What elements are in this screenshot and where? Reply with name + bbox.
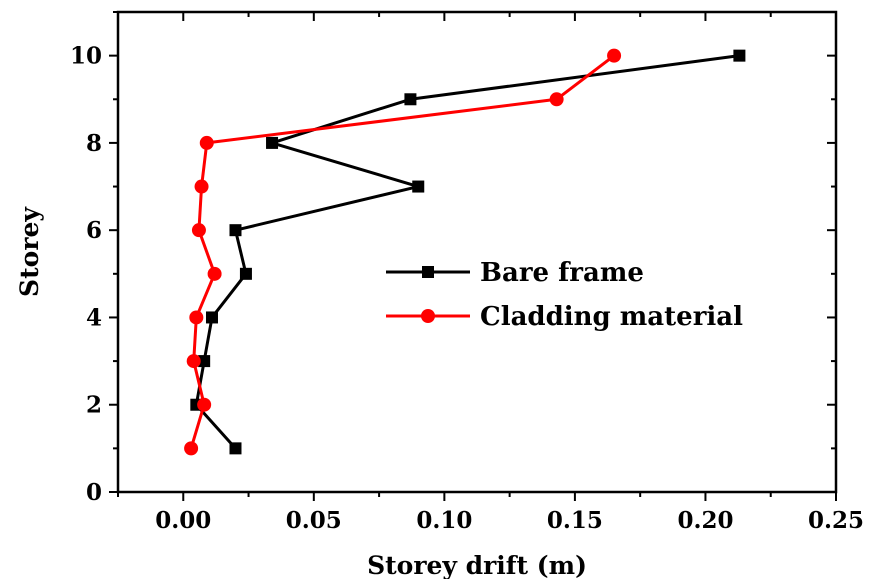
data-point	[191, 223, 206, 238]
data-point	[184, 441, 199, 456]
y-tick-label: 2	[86, 392, 102, 419]
y-tick-label: 4	[86, 304, 102, 331]
data-point	[607, 48, 622, 63]
data-point	[199, 135, 214, 150]
data-point	[549, 92, 564, 107]
x-tick-label: 0.20	[677, 507, 733, 534]
legend-item: Bare frame	[386, 258, 644, 288]
axis-tick-labels: 0.00 0.05 0.10 0.15 0.20 0.25 0 2 4 6 8 10	[70, 43, 864, 534]
data-point	[186, 354, 201, 369]
legend-label: Cladding material	[480, 302, 743, 332]
data-point	[198, 355, 211, 368]
series-line	[194, 54, 740, 450]
y-axis-title: Storey	[15, 206, 44, 297]
plot-frame	[116, 10, 838, 494]
series-2	[184, 48, 622, 456]
y-tick-label: 10	[70, 43, 102, 70]
data-point	[412, 180, 425, 193]
plot-border	[116, 10, 838, 494]
data-point	[404, 93, 417, 106]
y-tick-label: 8	[86, 130, 102, 157]
data-point	[733, 49, 746, 62]
legend: Bare frame Cladding material	[386, 258, 743, 332]
x-tick-label: 0.25	[808, 507, 864, 534]
legend-label: Bare frame	[480, 258, 644, 288]
legend-marker	[421, 309, 435, 323]
legend-item: Cladding material	[386, 302, 743, 332]
data-point	[266, 136, 279, 149]
x-axis-title: Storey drift (m)	[367, 551, 587, 579]
data-point	[197, 397, 212, 412]
data-point	[229, 224, 242, 237]
data-point	[194, 179, 209, 194]
data-point	[205, 311, 218, 324]
data-point	[229, 442, 242, 455]
axis-ticks	[109, 11, 837, 501]
y-tick-label: 6	[86, 217, 102, 244]
x-tick-label: 0.05	[286, 507, 342, 534]
y-tick-label: 0	[86, 479, 102, 506]
data-point	[207, 266, 222, 281]
data-point	[239, 267, 252, 280]
x-tick-label: 0.10	[416, 507, 472, 534]
x-tick-label: 0.00	[155, 507, 211, 534]
legend-marker	[422, 266, 434, 278]
x-tick-label: 0.15	[547, 507, 603, 534]
data-point	[189, 310, 204, 325]
series-line	[189, 54, 615, 449]
series-layer	[184, 48, 746, 456]
